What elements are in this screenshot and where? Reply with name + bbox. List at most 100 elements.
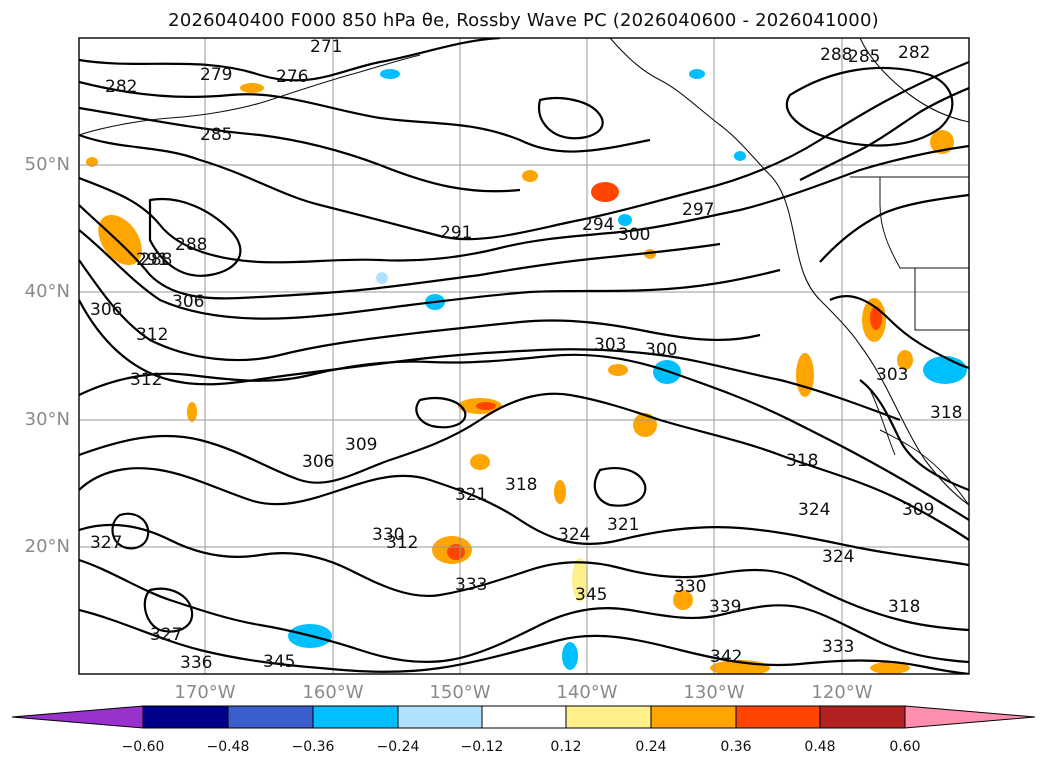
contour-line bbox=[148, 197, 242, 277]
contour-label: 279 bbox=[200, 65, 232, 85]
contour-label: 291 bbox=[136, 250, 168, 270]
contour-line bbox=[79, 299, 901, 422]
contour-label: 339 bbox=[709, 597, 741, 617]
contour-label: 312 bbox=[136, 325, 168, 345]
contour-label: 330 bbox=[674, 577, 706, 597]
colorbar-tick-label: 0.48 bbox=[804, 739, 836, 755]
contour-label: 324 bbox=[822, 547, 854, 567]
contour-label: 327 bbox=[90, 533, 122, 553]
contour-label: 271 bbox=[310, 37, 342, 57]
colorbar-bin bbox=[565, 705, 652, 729]
longitude-label: 120°W bbox=[811, 682, 873, 703]
positive-anomaly bbox=[673, 590, 693, 610]
contour-line bbox=[79, 204, 721, 300]
contour-line bbox=[79, 144, 969, 264]
longitude-label: 140°W bbox=[556, 682, 618, 703]
positive-anomaly bbox=[796, 353, 814, 397]
coastline bbox=[79, 38, 969, 506]
positive-anomaly bbox=[930, 130, 954, 154]
contour-label: 297 bbox=[682, 200, 714, 220]
contour-line bbox=[79, 608, 969, 674]
contour-label: 291 bbox=[440, 223, 472, 243]
contour-label: 318 bbox=[786, 451, 818, 471]
positive-anomaly bbox=[572, 558, 588, 602]
colorbar-bin bbox=[481, 705, 567, 729]
colorbar-bin bbox=[735, 705, 821, 729]
colorbar-tick-label: −0.36 bbox=[291, 739, 335, 755]
latitude-label: 40°N bbox=[24, 281, 70, 302]
contour-label: 345 bbox=[575, 585, 607, 605]
contour-label: 345 bbox=[263, 652, 295, 672]
contour-label: 282 bbox=[105, 77, 137, 97]
negative-anomaly bbox=[689, 69, 705, 79]
positive-anomaly bbox=[897, 350, 913, 370]
contour-label: 306 bbox=[302, 452, 334, 472]
contour-label: 321 bbox=[455, 485, 487, 505]
contour-line bbox=[79, 38, 501, 82]
contour-label: 288 bbox=[820, 45, 852, 65]
positive-anomaly bbox=[240, 83, 264, 93]
positive-anomaly bbox=[633, 413, 657, 437]
colorbar-bin bbox=[142, 705, 229, 729]
contour-label: 306 bbox=[90, 300, 122, 320]
longitude-label: 160°W bbox=[302, 682, 364, 703]
colorbar-tick-label: −0.48 bbox=[206, 739, 250, 755]
contour-label-group: 271 276 279 282 285 288 288 285 282 288 … bbox=[90, 37, 962, 673]
colorbar-extend-max bbox=[904, 705, 1036, 729]
colorbar-tick-label: 0.36 bbox=[720, 739, 752, 755]
negative-anomaly bbox=[380, 69, 400, 79]
colorbar-tick-label: −0.60 bbox=[121, 739, 165, 755]
colorbar-extend-min bbox=[11, 705, 144, 729]
colorbar-bin bbox=[397, 705, 483, 729]
contour-line bbox=[79, 558, 969, 664]
positive-anomaly bbox=[447, 544, 465, 560]
contour-label: 288 bbox=[175, 235, 207, 255]
contour-label: 342 bbox=[710, 647, 742, 667]
longitude-label: 150°W bbox=[429, 682, 491, 703]
contour-line bbox=[143, 587, 194, 633]
colorbar-bin bbox=[312, 705, 399, 729]
colorbar-bin bbox=[227, 705, 314, 729]
latitude-label: 20°N bbox=[24, 536, 70, 557]
longitude-label: 130°W bbox=[683, 682, 745, 703]
contour-label: 303 bbox=[594, 335, 626, 355]
contour-line bbox=[799, 86, 969, 181]
colorbar-bin bbox=[650, 705, 737, 729]
contour-label: 285 bbox=[200, 125, 232, 145]
contour-label: 318 bbox=[505, 475, 537, 495]
negative-anomaly bbox=[734, 151, 746, 161]
contour-label: 312 bbox=[130, 370, 162, 390]
latitude-label: 50°N bbox=[24, 154, 70, 175]
anomaly-shading bbox=[86, 69, 967, 674]
contour-line bbox=[593, 467, 647, 507]
contour-label: 285 bbox=[848, 47, 880, 67]
contour-line bbox=[829, 295, 969, 370]
contour-line bbox=[79, 467, 969, 567]
contour-line bbox=[79, 353, 969, 521]
contour-label: 321 bbox=[607, 515, 639, 535]
contour-line bbox=[79, 106, 521, 193]
longitude-label: 170°W bbox=[174, 682, 236, 703]
positive-anomaly bbox=[187, 402, 197, 422]
contour-label: 303 bbox=[876, 365, 908, 385]
positive-anomaly bbox=[870, 306, 882, 330]
contour-line bbox=[79, 392, 969, 541]
colorbar-tick-label: −0.12 bbox=[460, 739, 504, 755]
map-background bbox=[79, 38, 969, 674]
contour-label: 324 bbox=[558, 525, 590, 545]
colorbar-tick-label: −0.24 bbox=[376, 739, 420, 755]
contour-line bbox=[79, 523, 969, 632]
negative-anomaly bbox=[376, 272, 388, 284]
colorbar-tick-label: 0.60 bbox=[889, 739, 921, 755]
contour-line bbox=[785, 66, 954, 147]
positive-anomaly bbox=[554, 480, 566, 504]
positive-anomaly bbox=[470, 454, 490, 470]
map-title: 2026040400 F000 850 hPa θe, Rossby Wave … bbox=[168, 10, 879, 31]
positive-anomaly bbox=[608, 364, 628, 376]
contour-label: 318 bbox=[930, 403, 962, 423]
contour-label: 330 bbox=[372, 525, 404, 545]
negative-anomaly bbox=[562, 642, 578, 670]
contour-label: 300 bbox=[645, 340, 677, 360]
colorbar-bin bbox=[819, 705, 906, 729]
